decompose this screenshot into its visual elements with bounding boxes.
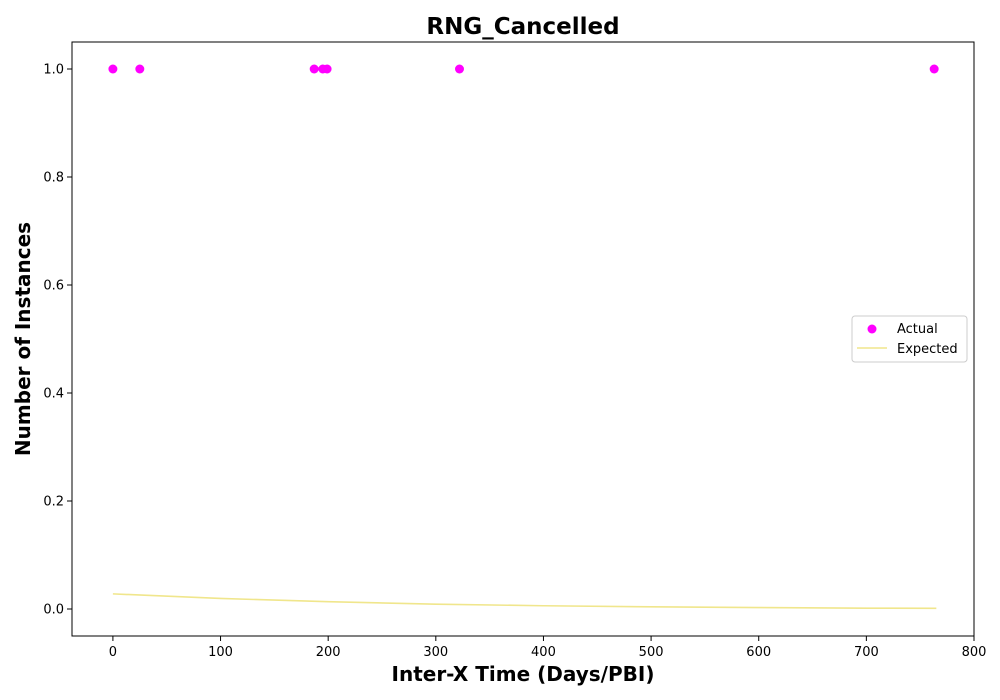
x-tick-label: 800 — [962, 645, 987, 660]
y-tick-label: 0.8 — [43, 171, 64, 186]
x-tick-label: 300 — [423, 645, 448, 660]
x-tick-label: 600 — [746, 645, 771, 660]
legend: Actual Expected — [852, 316, 967, 362]
y-tick-label: 0.4 — [43, 387, 64, 402]
legend-expected-label: Expected — [897, 342, 958, 357]
actual-point — [108, 65, 117, 74]
y-axis-label: Number of Instances — [11, 222, 35, 456]
y-tick-label: 0.0 — [43, 603, 64, 618]
actual-point — [310, 65, 319, 74]
legend-actual-label: Actual — [897, 322, 938, 337]
y-tick-label: 0.2 — [43, 495, 64, 510]
x-tick-label: 200 — [316, 645, 341, 660]
y-tick-label: 1.0 — [43, 63, 64, 78]
actual-point — [930, 65, 939, 74]
actual-point — [455, 65, 464, 74]
legend-actual-marker — [868, 325, 877, 334]
x-tick-label: 700 — [854, 645, 879, 660]
x-tick-label: 100 — [208, 645, 233, 660]
x-axis-label: Inter-X Time (Days/PBI) — [392, 662, 655, 686]
chart-title: RNG_Cancelled — [426, 14, 619, 40]
x-tick-label: 500 — [639, 645, 664, 660]
x-tick-label: 0 — [109, 645, 117, 660]
x-tick-label: 400 — [531, 645, 556, 660]
actual-point — [323, 65, 332, 74]
y-tick-label: 0.6 — [43, 279, 64, 294]
actual-point — [135, 65, 144, 74]
